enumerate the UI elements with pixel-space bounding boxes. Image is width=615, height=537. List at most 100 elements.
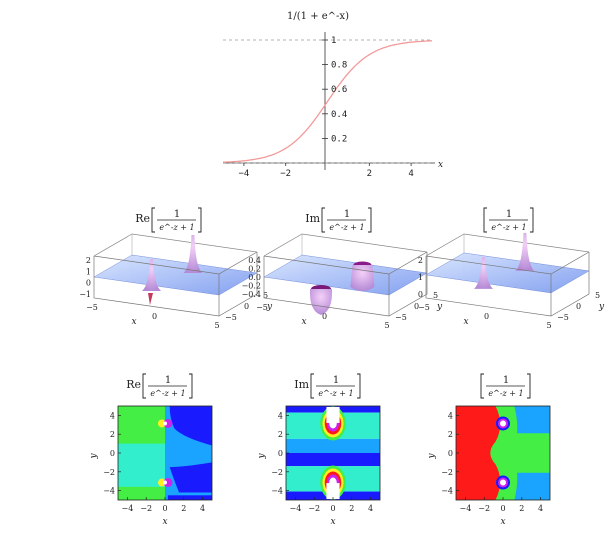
surface bbox=[263, 254, 428, 296]
y-axis-label: y bbox=[266, 302, 273, 312]
panel-title: Re 1 e^-z + 1 bbox=[126, 373, 193, 399]
y-axis-label: y bbox=[89, 453, 99, 460]
panel-title: Re 1 e^-z + 1 bbox=[135, 207, 202, 233]
z-tick-label: 1 bbox=[418, 273, 423, 282]
top-y-tick-label: 0.8 bbox=[331, 61, 347, 71]
surface-spike bbox=[515, 232, 535, 271]
panel-title: Im 1 e^-z + 1 bbox=[305, 207, 372, 233]
title-denominator: e^-z + 1 bbox=[150, 389, 185, 398]
title-denominator: e^-z + 1 bbox=[491, 223, 526, 232]
panel-title: Im 1 e^-z + 1 bbox=[294, 373, 361, 399]
y-tick-label: 5 bbox=[263, 291, 268, 300]
surface-fold bbox=[350, 265, 375, 291]
surface-dip bbox=[148, 293, 153, 305]
x-tick-label: 4 bbox=[200, 504, 205, 513]
title-denominator: e^-z + 1 bbox=[329, 223, 364, 232]
y-axis-label: y bbox=[598, 302, 605, 312]
y-axis-label: y bbox=[427, 453, 437, 460]
y-tick-label: 2 bbox=[278, 430, 283, 439]
surface-spike bbox=[474, 256, 493, 289]
x-tick-label: 0 bbox=[500, 504, 505, 513]
z-tick-label: −0.2 bbox=[242, 282, 261, 291]
y-tick-label: −2 bbox=[271, 468, 283, 477]
top-x-tick-label: −4 bbox=[238, 169, 249, 179]
surface bbox=[425, 252, 590, 294]
contour-fill bbox=[456, 406, 550, 500]
x-tick-label: 5 bbox=[214, 321, 219, 330]
title-denominator: e^-z + 1 bbox=[318, 389, 353, 398]
title-prefix: Im bbox=[294, 378, 309, 391]
x-tick-label: 0 bbox=[484, 312, 489, 321]
x-tick-label: −2 bbox=[308, 504, 320, 513]
y-tick-label: −2 bbox=[103, 468, 115, 477]
y-tick-label: 4 bbox=[448, 411, 453, 420]
y-tick-label: −4 bbox=[271, 487, 283, 496]
x-tick-label: −4 bbox=[122, 504, 134, 513]
title-bracket-left bbox=[310, 373, 314, 399]
x-tick-label: −5 bbox=[86, 303, 98, 312]
z-tick-label: 2 bbox=[418, 256, 423, 265]
title-bracket-right bbox=[368, 207, 372, 233]
title-bracket-left bbox=[151, 207, 155, 233]
x-tick-label: 0 bbox=[152, 312, 157, 321]
box-back-edges bbox=[263, 233, 428, 257]
y-tick-label: −2 bbox=[441, 468, 453, 477]
surface-panel-3: 1 e^-z + 1 0 1 2 −5 0 5 x 5 0 −5 y bbox=[418, 207, 605, 330]
y-tick-label: 0 bbox=[414, 302, 419, 311]
title-bracket-left bbox=[483, 207, 487, 233]
panel-title: 1 e^-z + 1 bbox=[480, 373, 531, 399]
top-y-tick-label: 1 bbox=[331, 36, 336, 46]
y-tick-label: −5 bbox=[557, 313, 569, 322]
title-prefix: Re bbox=[135, 212, 150, 225]
top-y-tick-label: 0.2 bbox=[331, 134, 347, 144]
top-sigmoid-plot: 1/(1 + e^-x) −4 −2 2 4 0.2 0.4 0.6 0.8 1 x bbox=[222, 11, 443, 179]
title-bracket-right bbox=[189, 373, 193, 399]
x-tick-label: 4 bbox=[368, 504, 373, 513]
sigmoid-curve bbox=[222, 40, 433, 163]
x-axis-label: x bbox=[464, 317, 469, 327]
y-tick-label: 4 bbox=[278, 411, 283, 420]
x-tick-label: −4 bbox=[290, 504, 302, 513]
y-tick-label: 5 bbox=[433, 291, 438, 300]
title-numerator: 1 bbox=[165, 375, 171, 386]
surface-spike bbox=[142, 259, 161, 291]
x-tick-label: 0 bbox=[330, 504, 335, 513]
z-tick-label: 0.0 bbox=[248, 273, 261, 282]
y-axis-label: y bbox=[257, 453, 267, 460]
x-tick-label: 0 bbox=[322, 312, 327, 321]
x-tick-label: −2 bbox=[478, 504, 490, 513]
top-x-tick-label: 4 bbox=[408, 169, 413, 179]
y-tick-label: 0 bbox=[576, 302, 581, 311]
title-bracket-left bbox=[480, 373, 484, 399]
title-denominator: e^-z + 1 bbox=[159, 223, 194, 232]
x-axis-label: x bbox=[162, 517, 167, 527]
title-denominator: e^-z + 1 bbox=[488, 389, 523, 398]
z-tick-label: −1 bbox=[79, 290, 91, 299]
surface-spike bbox=[183, 235, 203, 273]
y-tick-label: 5 bbox=[595, 291, 600, 300]
y-tick-label: −4 bbox=[103, 487, 115, 496]
z-tick-label: 0 bbox=[86, 279, 91, 288]
x-tick-label: 2 bbox=[181, 504, 186, 513]
surface-fold bbox=[309, 289, 333, 315]
contour-fill bbox=[286, 406, 380, 500]
x-tick-label: −4 bbox=[460, 504, 472, 513]
y-tick-label: 2 bbox=[448, 430, 453, 439]
box-back-edges bbox=[425, 233, 590, 257]
x-tick-label: −2 bbox=[140, 504, 152, 513]
y-tick-label: −4 bbox=[441, 487, 453, 496]
z-tick-label: −0.4 bbox=[242, 290, 261, 299]
surface bbox=[93, 254, 258, 296]
title-bracket-right bbox=[530, 207, 534, 233]
x-axis-label: x bbox=[132, 317, 137, 327]
z-tick-label: 0 bbox=[418, 290, 423, 299]
x-axis-label: x bbox=[330, 517, 335, 527]
contour-panel-3: 1 e^-z + 1 −4 −2 0 2 4 4 2 0 −2 −4 x y bbox=[427, 373, 551, 527]
y-tick-label: 2 bbox=[110, 430, 115, 439]
top-plot-title: 1/(1 + e^-x) bbox=[287, 11, 349, 22]
x-axis-label: x bbox=[302, 317, 307, 327]
x-axis-label: x bbox=[500, 517, 505, 527]
z-tick-label: 1 bbox=[86, 267, 91, 276]
